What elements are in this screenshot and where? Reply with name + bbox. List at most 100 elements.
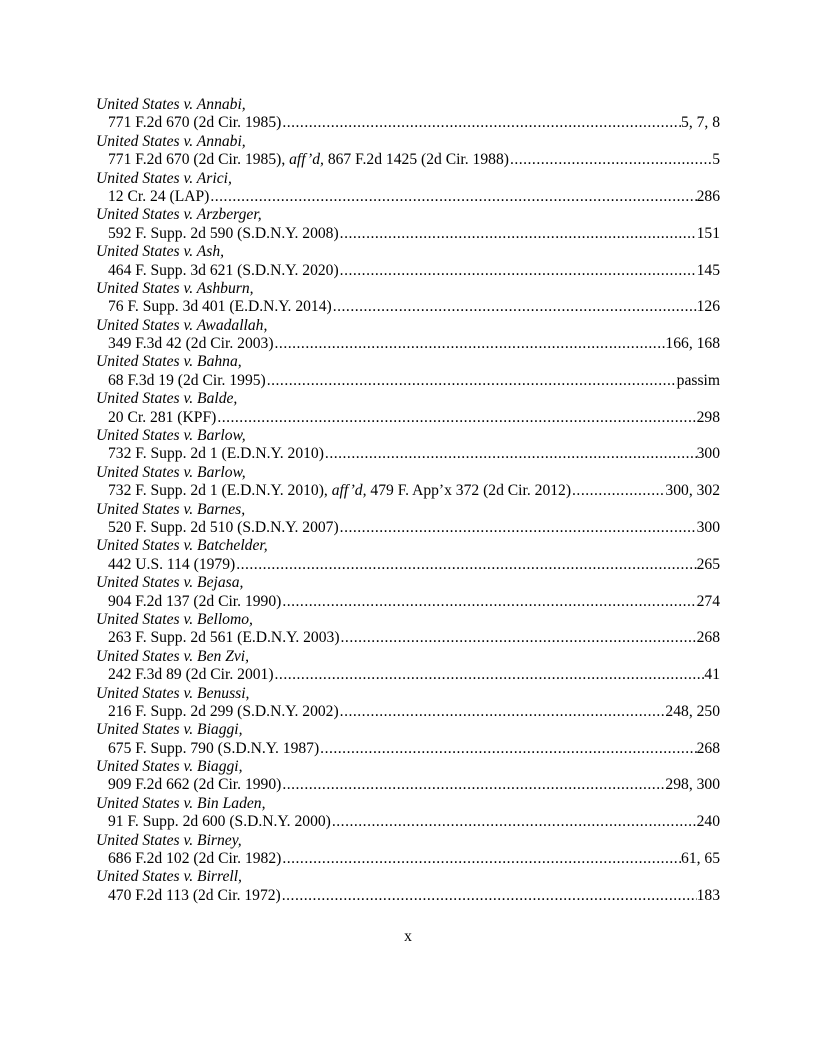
citation: 464 F. Supp. 3d 621 (S.D.N.Y. 2020) bbox=[108, 262, 339, 280]
toc-entry: United States v. Arici, 12 Cr. 24 (LAP) … bbox=[96, 170, 720, 207]
citation: 686 F.2d 102 (2d Cir. 1982) bbox=[108, 850, 281, 868]
case-name: United States v. Arzberger, bbox=[96, 206, 262, 224]
dot-leader bbox=[235, 556, 696, 574]
citation-line: 470 F.2d 113 (2d Cir. 1972) 183 bbox=[96, 887, 720, 905]
citation-text: 675 F. Supp. 790 (S.D.N.Y. 1987) bbox=[108, 739, 320, 757]
case-name: United States v. Awadallah, bbox=[96, 316, 268, 334]
toc-entry: United States v. Awadallah, 349 F.3d 42 … bbox=[96, 317, 720, 354]
citation-text: 771 F.2d 670 (2d Cir. 1985) bbox=[108, 114, 282, 132]
page-references: 300 bbox=[696, 518, 720, 536]
toc-entry: United States v. Barnes, 520 F. Supp. 2d… bbox=[96, 501, 720, 538]
dot-leader bbox=[274, 335, 666, 353]
citation: 20 Cr. 281 (KPF) bbox=[108, 409, 216, 427]
citation-line: 12 Cr. 24 (LAP) 286 bbox=[96, 188, 720, 206]
case-name: United States v. Arici, bbox=[96, 169, 232, 187]
citation: 675 F. Supp. 790 (S.D.N.Y. 1987) bbox=[108, 740, 319, 758]
case-name: United States v. Annabi, bbox=[96, 132, 246, 150]
citation-text: 464 F. Supp. 3d 621 (S.D.N.Y. 2020) bbox=[108, 261, 339, 279]
toc-entry: United States v. Bejasa, 904 F.2d 137 (2… bbox=[96, 574, 720, 611]
citation-subsequent: 867 F.2d 1425 (2d Cir. 1988) bbox=[323, 151, 509, 169]
citation-line: 732 F. Supp. 2d 1 (E.D.N.Y. 2010), aff’d… bbox=[96, 482, 720, 500]
citation-text: 20 Cr. 281 (KPF) bbox=[108, 408, 217, 426]
citation-line: 464 F. Supp. 3d 621 (S.D.N.Y. 2020) 145 bbox=[96, 262, 720, 280]
case-name: United States v. Benussi, bbox=[96, 684, 250, 702]
citation-line: 216 F. Supp. 2d 299 (S.D.N.Y. 2002) 248,… bbox=[96, 703, 720, 721]
dot-leader bbox=[274, 666, 705, 684]
citation: 520 F. Supp. 2d 510 (S.D.N.Y. 2007) bbox=[108, 519, 339, 537]
toc-entry: United States v. Batchelder, 442 U.S. 11… bbox=[96, 537, 720, 574]
citation: 68 F.3d 19 (2d Cir. 1995) bbox=[108, 372, 266, 390]
page-references: 268 bbox=[696, 739, 720, 757]
citation-text: 76 F. Supp. 3d 401 (E.D.N.Y. 2014) bbox=[108, 298, 332, 316]
dot-leader bbox=[332, 298, 697, 316]
page-references: 166, 168 bbox=[665, 335, 720, 353]
toc-entry: United States v. Ash, 464 F. Supp. 3d 62… bbox=[96, 243, 720, 280]
dot-leader bbox=[281, 114, 681, 132]
dot-leader bbox=[509, 151, 712, 169]
dot-leader bbox=[281, 887, 697, 905]
page-references: 298, 300 bbox=[665, 776, 720, 794]
citation-line: 904 F.2d 137 (2d Cir. 1990) 274 bbox=[96, 593, 720, 611]
dot-leader bbox=[571, 482, 665, 500]
dot-leader bbox=[216, 409, 696, 427]
citation: 732 F. Supp. 2d 1 (E.D.N.Y. 2010), aff’d… bbox=[108, 482, 571, 500]
citation-line: 520 F. Supp. 2d 510 (S.D.N.Y. 2007) 300 bbox=[96, 519, 720, 537]
citation-line: 686 F.2d 102 (2d Cir. 1982) 61, 65 bbox=[96, 850, 720, 868]
citation-text: 686 F.2d 102 (2d Cir. 1982) bbox=[108, 850, 282, 868]
toc-entry: United States v. Biaggi, 909 F.2d 662 (2… bbox=[96, 758, 720, 795]
citation: 76 F. Supp. 3d 401 (E.D.N.Y. 2014) bbox=[108, 298, 332, 316]
citation-text: 520 F. Supp. 2d 510 (S.D.N.Y. 2007) bbox=[108, 518, 339, 536]
citation-text: 263 F. Supp. 2d 561 (E.D.N.Y. 2003) bbox=[108, 629, 340, 647]
citation: 12 Cr. 24 (LAP) bbox=[108, 188, 209, 206]
citation-line: 349 F.3d 42 (2d Cir. 2003) 166, 168 bbox=[96, 335, 720, 353]
case-name: United States v. Barlow, bbox=[96, 463, 246, 481]
case-name: United States v. Annabi, bbox=[96, 96, 246, 113]
page-references: 240 bbox=[696, 813, 720, 831]
citation-text: 12 Cr. 24 (LAP) bbox=[108, 187, 210, 205]
page-references: passim bbox=[676, 371, 720, 389]
toc-entry: United States v. Bin Laden, 91 F. Supp. … bbox=[96, 795, 720, 832]
citation-text: 592 F. Supp. 2d 590 (S.D.N.Y. 2008) bbox=[108, 224, 339, 242]
dot-leader bbox=[319, 740, 696, 758]
case-name: United States v. Ben Zvi, bbox=[96, 647, 250, 665]
case-name: United States v. Balde, bbox=[96, 390, 238, 408]
case-name: United States v. Biaggi, bbox=[96, 758, 243, 776]
citation: 592 F. Supp. 2d 590 (S.D.N.Y. 2008) bbox=[108, 225, 339, 243]
dot-leader bbox=[340, 629, 697, 647]
page-references: 265 bbox=[696, 555, 720, 573]
toc-entry: United States v. Barlow, 732 F. Supp. 2d… bbox=[96, 464, 720, 501]
toc-entry: United States v. Annabi, 771 F.2d 670 (2… bbox=[96, 96, 720, 133]
case-name: United States v. Birrell, bbox=[96, 868, 242, 886]
citation-line: 771 F.2d 670 (2d Cir. 1985), aff’d, 867 … bbox=[96, 151, 720, 169]
case-name: United States v. Bellomo, bbox=[96, 610, 253, 628]
toc-entry: United States v. Bahna, 68 F.3d 19 (2d C… bbox=[96, 353, 720, 390]
toc-entry: United States v. Arzberger, 592 F. Supp.… bbox=[96, 206, 720, 243]
case-name: United States v. Batchelder, bbox=[96, 537, 268, 555]
citation-line: 592 F. Supp. 2d 590 (S.D.N.Y. 2008) 151 bbox=[96, 225, 720, 243]
dot-leader bbox=[266, 372, 677, 390]
page-references: 5 bbox=[712, 151, 720, 169]
page-references: 151 bbox=[696, 224, 720, 242]
page-references: 61, 65 bbox=[681, 850, 720, 868]
dot-leader bbox=[339, 703, 666, 721]
case-name: United States v. Ash, bbox=[96, 243, 225, 261]
citation: 771 F.2d 670 (2d Cir. 1985), aff’d, 867 … bbox=[108, 151, 509, 169]
citation-text: 442 U.S. 114 (1979) bbox=[108, 555, 236, 573]
citation: 216 F. Supp. 2d 299 (S.D.N.Y. 2002) bbox=[108, 703, 339, 721]
case-name: United States v. Bin Laden, bbox=[96, 794, 266, 812]
citation-signal: aff’d, bbox=[289, 151, 324, 169]
citation-text: 732 F. Supp. 2d 1 (E.D.N.Y. 2010), bbox=[108, 482, 332, 500]
case-name: United States v. Bejasa, bbox=[96, 574, 244, 592]
citation: 909 F.2d 662 (2d Cir. 1990) bbox=[108, 776, 281, 794]
citation-text: 732 F. Supp. 2d 1 (E.D.N.Y. 2010) bbox=[108, 445, 324, 463]
toc-entry: United States v. Biaggi, 675 F. Supp. 79… bbox=[96, 721, 720, 758]
page-references: 298 bbox=[696, 408, 720, 426]
citation: 91 F. Supp. 2d 600 (S.D.N.Y. 2000) bbox=[108, 813, 331, 831]
dot-leader bbox=[339, 262, 697, 280]
citation-text: 91 F. Supp. 2d 600 (S.D.N.Y. 2000) bbox=[108, 813, 331, 831]
page-references: 145 bbox=[696, 261, 720, 279]
toc-entry: United States v. Bellomo, 263 F. Supp. 2… bbox=[96, 611, 720, 648]
page-references: 300, 302 bbox=[665, 482, 720, 500]
citation-text: 470 F.2d 113 (2d Cir. 1972) bbox=[108, 886, 281, 904]
toc-entry: United States v. Birney, 686 F.2d 102 (2… bbox=[96, 832, 720, 869]
